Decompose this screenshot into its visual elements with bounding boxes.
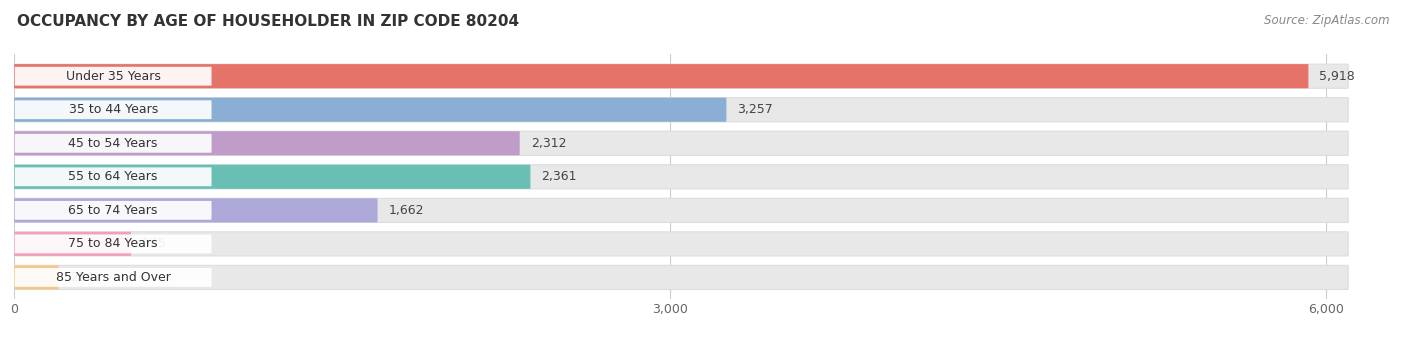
- Text: 2,361: 2,361: [541, 170, 576, 183]
- Text: OCCUPANCY BY AGE OF HOUSEHOLDER IN ZIP CODE 80204: OCCUPANCY BY AGE OF HOUSEHOLDER IN ZIP C…: [17, 14, 519, 29]
- Text: Source: ZipAtlas.com: Source: ZipAtlas.com: [1264, 14, 1389, 27]
- FancyBboxPatch shape: [14, 268, 211, 287]
- FancyBboxPatch shape: [14, 232, 1348, 256]
- Text: 535: 535: [142, 237, 166, 250]
- Text: 5,918: 5,918: [1319, 70, 1355, 83]
- FancyBboxPatch shape: [14, 198, 378, 222]
- FancyBboxPatch shape: [14, 265, 59, 289]
- FancyBboxPatch shape: [14, 98, 1348, 122]
- FancyBboxPatch shape: [14, 235, 211, 253]
- Text: 204: 204: [70, 271, 93, 284]
- FancyBboxPatch shape: [14, 265, 1348, 289]
- Text: 75 to 84 Years: 75 to 84 Years: [69, 237, 157, 250]
- FancyBboxPatch shape: [14, 98, 727, 122]
- FancyBboxPatch shape: [14, 167, 211, 186]
- FancyBboxPatch shape: [14, 64, 1348, 88]
- FancyBboxPatch shape: [14, 100, 211, 119]
- FancyBboxPatch shape: [14, 134, 211, 153]
- Text: 2,312: 2,312: [530, 137, 567, 150]
- Text: 35 to 44 Years: 35 to 44 Years: [69, 103, 157, 116]
- Text: 45 to 54 Years: 45 to 54 Years: [69, 137, 157, 150]
- Text: 85 Years and Over: 85 Years and Over: [56, 271, 170, 284]
- FancyBboxPatch shape: [14, 165, 530, 189]
- Text: 1,662: 1,662: [388, 204, 425, 217]
- FancyBboxPatch shape: [14, 64, 1309, 88]
- FancyBboxPatch shape: [14, 198, 1348, 222]
- FancyBboxPatch shape: [14, 165, 1348, 189]
- FancyBboxPatch shape: [14, 232, 131, 256]
- FancyBboxPatch shape: [14, 201, 211, 220]
- Text: 65 to 74 Years: 65 to 74 Years: [69, 204, 157, 217]
- Text: 3,257: 3,257: [737, 103, 773, 116]
- FancyBboxPatch shape: [14, 131, 520, 155]
- Text: Under 35 Years: Under 35 Years: [66, 70, 160, 83]
- FancyBboxPatch shape: [14, 67, 211, 86]
- FancyBboxPatch shape: [14, 131, 1348, 155]
- Text: 55 to 64 Years: 55 to 64 Years: [69, 170, 157, 183]
